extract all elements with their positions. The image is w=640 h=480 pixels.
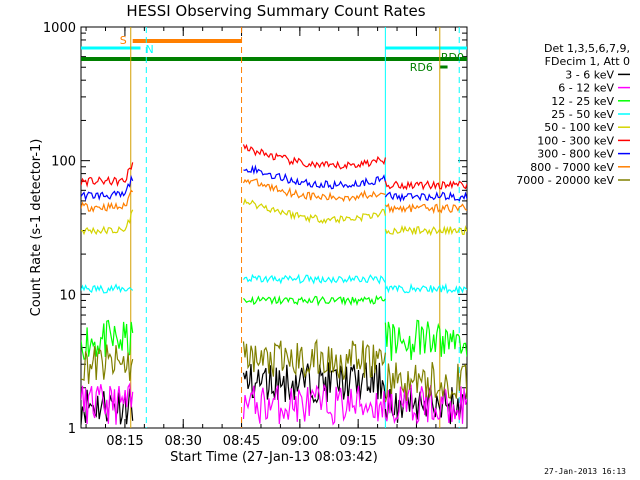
series-line-300-800-kev (243, 164, 386, 190)
series-line-100-300-kev (384, 179, 467, 191)
series-line-7000-20000-kev (242, 338, 386, 380)
series-line-300-800-kev (384, 191, 467, 203)
y-tick-label: 1 (68, 422, 76, 437)
x-tick-label: 08:45 (223, 434, 260, 449)
series-line-12-25-kev (81, 319, 134, 360)
legend-label: 300 - 800 keV (537, 148, 614, 161)
series-line-100-300-kev (81, 162, 134, 188)
y-axis-label: Count Rate (s-1 detector-1) (29, 139, 44, 317)
series-line-50-100-kev (81, 209, 134, 236)
legend-label: 25 - 50 keV (551, 108, 614, 121)
series-line-50-100-kev (384, 224, 467, 237)
legend-label: 800 - 7000 keV (530, 161, 614, 174)
series-line-800-7000-kev (242, 178, 386, 203)
x-tick-label: 08:15 (106, 434, 143, 449)
annotation-label-n: N (145, 43, 153, 56)
series-line-25-50-kev (81, 283, 134, 294)
legend-label: 100 - 300 keV (537, 134, 614, 147)
series-line-7000-20000-kev (384, 361, 467, 403)
plot-frame (80, 26, 468, 429)
y-tick-label: 100 (51, 155, 76, 170)
x-tick-label: 09:00 (281, 434, 318, 449)
series-line-6-12-kev (242, 383, 386, 426)
plot-area (81, 27, 467, 428)
legend-label: 7000 - 20000 keV (516, 174, 614, 187)
legend-header: FDecim 1, Att 0 (545, 55, 630, 68)
series-line-25-50-kev (384, 282, 467, 295)
y-tick-label: 1000 (43, 21, 76, 36)
series-line-7000-20000-kev (81, 344, 134, 384)
annotation-label-rd0: RD0 (441, 51, 464, 64)
legend-header: Det 1,3,5,6,7,9, (544, 42, 630, 55)
x-axis-label: Start Time (27-Jan-13 08:03:42) (170, 450, 378, 465)
series-line-3-6-kev (242, 362, 386, 404)
series-line-6-12-kev (81, 382, 134, 425)
legend-label: 6 - 12 keV (558, 82, 614, 95)
series-line-3-6-kev (384, 384, 467, 425)
legend-label: 50 - 100 keV (544, 121, 614, 134)
x-tick-label: 09:30 (398, 434, 435, 449)
y-tick-label: 10 (59, 288, 76, 303)
series-line-50-100-kev (242, 197, 386, 225)
series-line-25-50-kev (243, 273, 386, 285)
footer-timestamp: 27-Jan-2013 16:13 (544, 467, 626, 476)
series-line-6-12-kev (384, 384, 467, 425)
annotation-label-rd6: RD6 (410, 61, 433, 74)
series-line-300-800-kev (81, 174, 134, 202)
legend-label: 3 - 6 keV (565, 68, 614, 81)
legend-label: 12 - 25 keV (551, 95, 614, 108)
annotation-label-s: S (120, 34, 127, 47)
chart-title: HESSI Observing Summary Count Rates (126, 2, 425, 20)
series-line-12-25-kev (243, 294, 386, 307)
series-line-800-7000-kev (384, 202, 467, 215)
series-line-12-25-kev (384, 319, 467, 361)
x-tick-label: 08:30 (164, 434, 201, 449)
x-tick-label: 09:15 (339, 434, 376, 449)
series-line-800-7000-kev (81, 189, 134, 213)
series-line-100-300-kev (242, 143, 386, 170)
